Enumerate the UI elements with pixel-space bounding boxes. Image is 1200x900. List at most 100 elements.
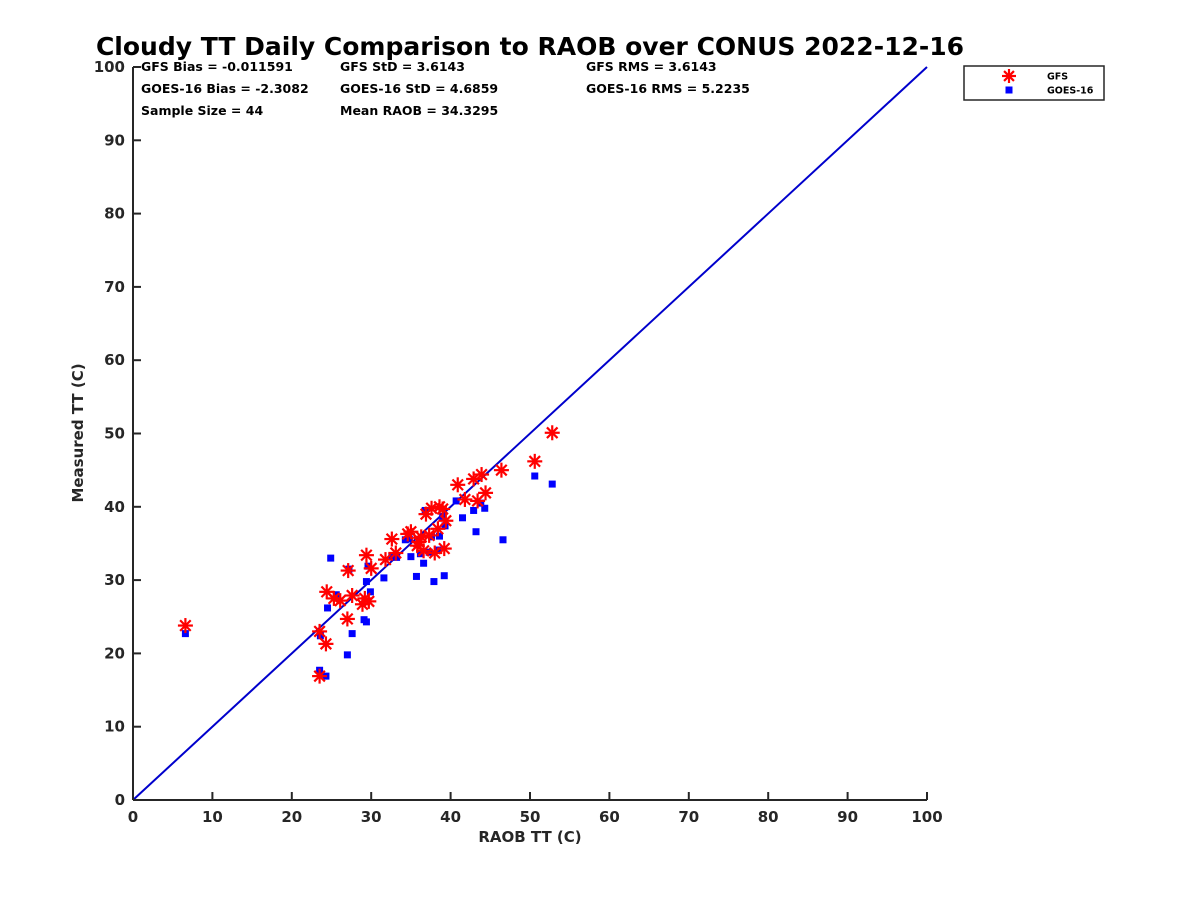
asterisk-stroke: [313, 625, 326, 638]
gfs-point: [438, 513, 454, 529]
y-tick-label: 100: [94, 58, 125, 76]
x-tick-label: 100: [911, 808, 942, 826]
gfs-point: [474, 467, 490, 483]
gfs-point: [344, 587, 360, 603]
gfs-point: [388, 545, 404, 561]
one-to-one-line: [132, 66, 928, 801]
gfs-point: [363, 560, 379, 576]
asterisk-stroke: [334, 594, 347, 607]
asterisk-stroke: [179, 619, 192, 632]
gfs-point: [361, 593, 377, 609]
asterisk-stroke: [341, 612, 354, 626]
asterisk-stroke: [319, 637, 333, 650]
gfs-point: [478, 485, 494, 501]
y-tick-label: 0: [115, 791, 125, 809]
asterisk-stroke: [425, 502, 438, 515]
gfs-point: [435, 501, 451, 517]
goes16-point: [407, 553, 415, 561]
goes16-point: [324, 604, 332, 612]
gfs-point: [312, 623, 328, 639]
goes16-point: [452, 497, 460, 505]
gfs-point: [457, 491, 473, 507]
goes16-point: [327, 554, 335, 562]
x-tick-label: 60: [599, 808, 620, 826]
asterisk-stroke: [320, 585, 333, 598]
y-tick-label: 10: [104, 718, 125, 736]
legend-gfs-label: GFS: [1047, 72, 1068, 83]
asterisk-stroke: [327, 592, 340, 605]
gfs-point: [416, 543, 432, 559]
x-tick-label: 10: [202, 808, 223, 826]
gfs-point: [384, 531, 400, 547]
asterisk-stroke: [346, 589, 359, 602]
x-tick-label: 20: [281, 808, 302, 826]
y-tick-label: 20: [104, 644, 125, 662]
goes16-point: [380, 574, 388, 582]
gfs-point: [470, 493, 486, 509]
goes16-point: [366, 588, 374, 596]
y-tick-label: 90: [104, 131, 125, 149]
asterisk-stroke: [313, 670, 326, 683]
legend-gfs-marker: [1002, 69, 1016, 83]
goes16-point: [459, 514, 467, 522]
stat-text: GFS RMS = 3.6143: [586, 59, 717, 74]
asterisk-stroke: [404, 525, 417, 538]
goes16-point: [343, 651, 351, 659]
gfs-point: [312, 668, 328, 684]
goes16-point: [472, 528, 480, 536]
y-tick-label: 50: [104, 425, 125, 443]
gfs-point: [450, 477, 466, 493]
x-tick-label: 40: [440, 808, 461, 826]
gfs-point: [421, 527, 437, 543]
x-tick-label: 70: [678, 808, 699, 826]
data-points: [177, 425, 560, 684]
reference-line: [132, 66, 928, 801]
goes16-point: [531, 472, 539, 480]
asterisk-stroke: [451, 478, 464, 491]
y-tick-label: 60: [104, 351, 125, 369]
goes16-point: [412, 572, 420, 580]
stat-text: Mean RAOB = 34.3295: [340, 103, 498, 118]
goes16-point: [440, 572, 448, 580]
y-axis-label: Measured TT (C): [69, 363, 87, 502]
asterisk-stroke: [389, 546, 402, 560]
legend-box: [963, 65, 1105, 101]
goes16-point: [362, 618, 370, 626]
gfs-point: [319, 584, 335, 600]
asterisk-stroke: [495, 464, 508, 477]
gfs-point: [340, 563, 356, 579]
goes16-point: [430, 578, 438, 586]
asterisk-stroke: [417, 544, 430, 557]
goes16-point: [499, 536, 507, 544]
asterisk-stroke: [479, 486, 492, 499]
asterisk-stroke: [365, 562, 378, 575]
legend-goes16-label: GOES-16: [1047, 86, 1094, 97]
gfs-point: [358, 547, 374, 563]
goes16-point: [481, 504, 489, 512]
stat-text: GOES-16 Bias = -2.3082: [141, 81, 309, 96]
gfs-point: [527, 453, 543, 469]
goes16-point: [181, 630, 189, 638]
y-tick-label: 80: [104, 205, 125, 223]
stat-text: GFS Bias = -0.011591: [141, 59, 293, 74]
legend: GFS GOES-16: [963, 65, 1105, 101]
stat-text: Sample Size = 44: [141, 103, 263, 118]
asterisk-stroke: [458, 493, 471, 506]
statistics-text: GFS Bias = -0.011591 GFS StD = 3.6143 GFS …: [141, 59, 750, 118]
goes16-point: [401, 536, 409, 544]
x-tick-label: 0: [128, 808, 138, 826]
axes: 0 10 20 30 40 50 60 70 80 90 100 0 10 20 30 40 50 60 70 80 9…: [94, 58, 943, 826]
gfs-point: [544, 425, 560, 441]
chart-title: Cloudy TT Daily Comparison to RAOB over …: [96, 32, 964, 61]
asterisk-stroke: [438, 542, 451, 555]
stat-text: GOES-16 RMS = 5.2235: [586, 81, 750, 96]
goes16-point: [470, 506, 478, 514]
gfs-point: [332, 593, 348, 609]
stat-text: GFS StD = 3.6143: [340, 59, 465, 74]
asterisk-stroke: [342, 564, 355, 577]
y-tick-label: 30: [104, 571, 125, 589]
gfs-point: [177, 618, 193, 634]
legend-goes16-marker: [1005, 86, 1013, 94]
goes16-point: [435, 532, 443, 540]
